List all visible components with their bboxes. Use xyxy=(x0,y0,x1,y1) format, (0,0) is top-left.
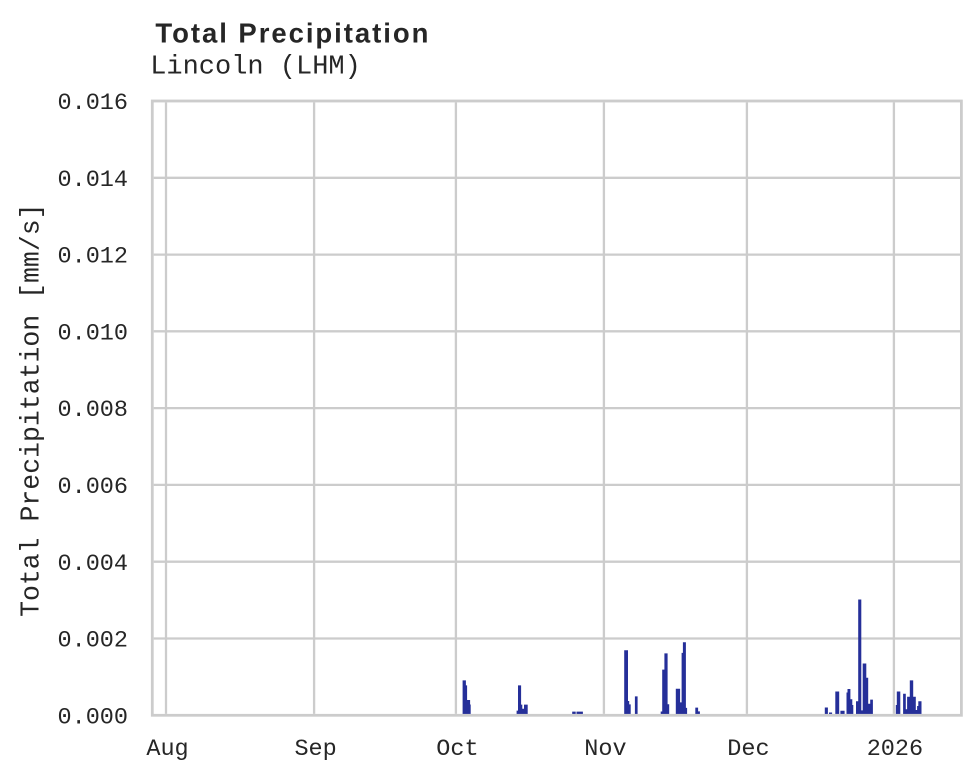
svg-text:Sep: Sep xyxy=(294,736,336,763)
svg-text:Nov: Nov xyxy=(584,736,626,763)
svg-text:0.002: 0.002 xyxy=(57,628,128,655)
svg-text:Total Precipitation [mm/s]: Total Precipitation [mm/s] xyxy=(17,203,47,616)
svg-text:Oct: Oct xyxy=(436,736,478,763)
svg-text:0.004: 0.004 xyxy=(57,551,128,578)
svg-text:Total Precipitation: Total Precipitation xyxy=(155,18,428,49)
svg-text:Lincoln (LHM): Lincoln (LHM) xyxy=(150,53,361,83)
svg-text:0.014: 0.014 xyxy=(57,167,128,194)
svg-text:0.000: 0.000 xyxy=(57,704,128,731)
svg-text:Aug: Aug xyxy=(146,736,188,763)
svg-text:0.006: 0.006 xyxy=(57,474,128,501)
svg-text:2026: 2026 xyxy=(867,736,923,763)
svg-text:0.016: 0.016 xyxy=(57,90,128,117)
svg-text:0.008: 0.008 xyxy=(57,397,128,424)
svg-text:Dec: Dec xyxy=(727,736,769,763)
svg-text:0.010: 0.010 xyxy=(57,320,128,347)
svg-text:0.012: 0.012 xyxy=(57,244,128,271)
